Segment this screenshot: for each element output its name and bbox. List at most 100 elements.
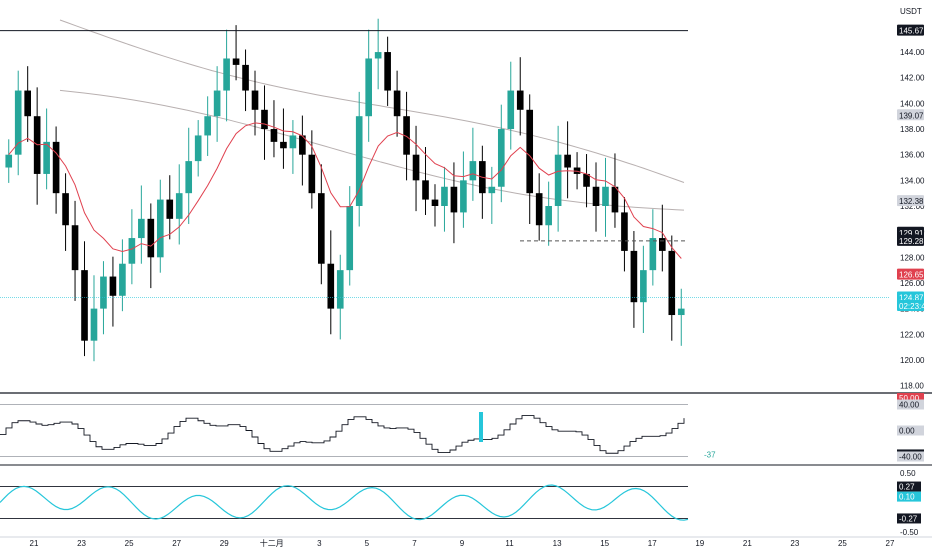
osc-tag: -40.00 [897,451,924,462]
candle-body [204,116,211,136]
price-axis[interactable]: 144.00 142.00 140.00 138.00 136.00 134.00 132.… [897,24,931,391]
time-tick-label: 5 [365,539,370,548]
candle-body [251,90,259,110]
osc-tag-label: 40.00 [899,401,920,410]
candle [668,235,676,341]
candle-body [393,90,401,117]
candle [52,126,60,214]
candle-body [554,154,562,206]
osc-tag-bg [897,425,924,436]
candle [441,166,448,232]
candle [526,94,534,224]
candle [308,130,316,209]
candle-body [412,154,420,181]
price-tick-label: 126.00 [900,279,925,288]
candle-body [516,90,524,110]
osc-tag-bg [897,451,924,462]
candle [630,231,638,328]
osc-tag-label: -40.00 [899,453,922,462]
candle [583,154,590,208]
candle-body [365,58,372,117]
candle [119,239,126,312]
candle [90,275,98,362]
price-tag-label: 145.67 [899,27,924,36]
time-axis[interactable]: 21 23 25 27 29 十二月 3 5 7 9 11 13 15 17 19 21 23 25 27 [30,538,895,548]
candle [100,261,107,335]
price-tag-bg [897,24,924,36]
candle [564,121,571,199]
price-tick-label: 138.00 [900,125,925,134]
candle [242,49,249,112]
candle [374,18,382,90]
time-tick-label: 3 [317,539,322,548]
candle [450,162,458,244]
ma-slow-line [59,19,685,183]
candle [5,139,13,183]
candle-body [280,141,287,149]
candle [299,115,306,186]
candle [336,254,344,340]
price-tag-label: 126.65 [899,271,924,280]
ma-slow-line [59,89,685,211]
price-tag: 02:23:48 [897,300,931,312]
time-tick-label: 25 [838,539,847,548]
candle [128,209,136,285]
price-tag: 126.65 [897,268,924,280]
candle [422,146,429,215]
candle-body [24,90,31,117]
candle-body [564,154,571,168]
oscillator-pane-2[interactable]: 0.500.270.10-0.27-0.500.270.10-0.27 [0,469,921,537]
candle [62,173,69,251]
candle-body [592,186,600,206]
candle [156,179,164,273]
candle [659,204,666,272]
candle-body [497,129,505,187]
candle [175,164,183,245]
price-tick-label: 136.00 [900,151,925,160]
candle [223,29,230,122]
candle [327,230,335,335]
candle-body [308,154,316,194]
candle-body [223,58,230,91]
time-tick-label: 23 [77,539,86,548]
candle-body [460,180,467,213]
osc-tag: 0.00 [897,425,924,436]
candle [621,197,628,272]
osc-tag-label: 0.00 [899,427,915,436]
time-tick-label: 25 [125,539,134,548]
time-tick-label: 13 [553,539,562,548]
candle-body [166,199,174,219]
price-tag: 132.38 [897,195,924,207]
candle [535,173,543,241]
candle [516,57,524,136]
candle [460,151,467,228]
price-pane[interactable] [0,18,890,362]
oscillator-line [0,415,685,454]
candle [71,200,79,301]
candle-body [289,135,297,149]
candle-body [621,212,628,251]
time-tick-label: 7 [412,539,417,548]
osc2-tick-label: 0.50 [900,469,916,478]
candle [393,70,401,137]
candle-body [119,263,126,296]
osc2-tag-bg [897,481,921,492]
price-tag-bg [897,268,924,280]
candle-body [374,52,382,59]
candle [479,145,486,219]
candle-body [336,270,344,309]
candle-body [526,109,534,194]
osc2-tag: 0.10 [897,491,921,502]
candle-body [138,218,145,239]
price-tag-bg [897,195,924,207]
candle-body [346,206,354,271]
candle-body [327,263,335,309]
candle [270,100,278,158]
candle [602,157,609,237]
candle [640,245,647,333]
candle [24,66,31,142]
candle-body [109,276,117,296]
osc-tag: 50.00 [897,393,924,403]
